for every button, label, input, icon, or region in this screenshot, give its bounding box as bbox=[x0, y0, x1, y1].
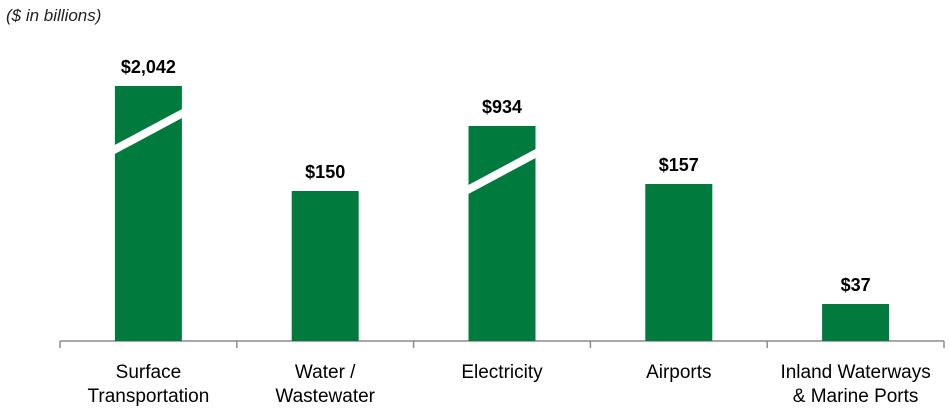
bar bbox=[645, 184, 713, 341]
bar-value-label: $150 bbox=[305, 162, 345, 182]
x-tick-label: Wastewater bbox=[275, 386, 375, 407]
x-tick-label: Airports bbox=[646, 362, 711, 383]
x-tick-label: & Marine Ports bbox=[793, 386, 919, 407]
bar-value-label: $157 bbox=[659, 155, 699, 175]
bar-value-label: $934 bbox=[482, 97, 522, 117]
bar bbox=[114, 86, 182, 341]
axis-break-marker bbox=[112, 108, 184, 155]
axis-break-marker bbox=[466, 148, 538, 195]
bar bbox=[291, 191, 359, 341]
bar bbox=[822, 304, 890, 341]
x-tick-label: Water / bbox=[295, 362, 356, 383]
x-tick-label: Electricity bbox=[461, 362, 543, 383]
x-tick-label: Surface bbox=[116, 362, 181, 383]
x-tick-label: Transportation bbox=[87, 386, 209, 407]
bar-value-label: $2,042 bbox=[121, 57, 176, 77]
x-tick-label: Inland Waterways bbox=[780, 362, 930, 383]
bar-value-label: $37 bbox=[841, 275, 871, 295]
units-note: ($ in billions) bbox=[6, 6, 102, 25]
